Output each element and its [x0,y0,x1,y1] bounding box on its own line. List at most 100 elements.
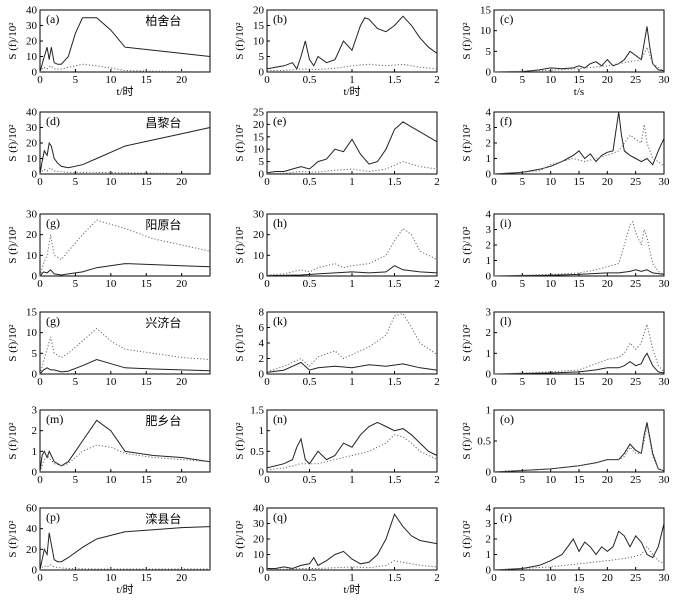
x-tick-label: 5 [520,176,526,188]
x-tick-label: 20 [602,376,614,388]
x-tick-label: 10 [105,572,117,584]
x-tick-label: 15 [141,376,153,388]
panel-label: (p) [46,510,60,524]
plot-frame [39,9,211,73]
series-dotted-line [266,313,438,373]
x-axis-label: t/时 [116,583,133,596]
panel-label: (e) [273,114,286,128]
y-tick-label: 0 [32,565,38,577]
y-tick-label: 5 [486,46,492,58]
y-tick-label: 4 [486,107,492,119]
y-tick-label: 2 [486,138,492,150]
x-tick-label: 0.5 [303,474,317,486]
panel-r: 0 5 10 15 20 25 30 0 1 2 3 4 (r) S (f)/10² t/s [461,503,670,597]
panel-p: 0 5 10 15 20 0 20 40 60 (p) 滦县台 S (f)/10² t/时 [7,503,211,596]
series-solid-line [39,263,211,277]
panel-k: 0 0.5 1 1.5 2 0 2 4 6 8 (k) S (f)/10² [234,307,440,389]
y-tick-label: 8 [259,307,265,319]
x-tick-label: 2 [434,74,440,86]
x-tick-label: 10 [105,74,117,86]
x-tick-label: 1 [349,176,355,188]
panel-label: (g) [46,216,60,230]
y-axis-label: S (f)/10² [7,324,19,362]
x-tick-label: 2 [434,278,440,290]
panel-label: (n) [273,412,287,426]
y-axis-label: S (f)/10² [461,124,473,162]
x-tick-label: 25 [630,376,642,388]
y-tick-label: 20 [26,229,38,241]
x-tick-label: 20 [176,74,188,86]
station-name: 兴济台 [145,315,181,330]
x-tick-label: 1.5 [388,278,402,290]
series-dotted-line [39,63,211,73]
x-tick-label: 0 [264,572,270,584]
y-tick-label: 1 [486,405,492,417]
y-tick-label: 10 [253,549,265,561]
series-dotted-line [266,434,438,471]
y-tick-label: 4 [486,209,492,221]
panel-label: (c) [500,12,513,26]
plot-frame [493,409,665,473]
series-dotted-line [493,124,665,175]
x-tick-label: 1.5 [388,74,402,86]
x-tick-label: 20 [176,278,188,290]
panel-label: (o) [500,412,514,426]
y-tick-label: 0 [259,169,265,181]
x-tick-label: 10 [105,376,117,388]
x-tick-label: 25 [630,278,642,290]
plot-frame [493,111,665,175]
y-tick-label: 30 [26,209,38,221]
series-dotted-line [39,219,211,277]
x-tick-label: 0 [491,74,497,86]
series-solid-line [266,265,438,277]
y-tick-label: 0.5 [477,436,491,448]
x-tick-label: 10 [105,176,117,188]
x-tick-label: 5 [520,278,526,290]
y-tick-label: 20 [26,544,38,556]
series-solid-line [493,422,665,473]
y-tick-label: 2 [486,534,492,546]
y-tick-label: 0 [32,271,38,283]
plot-frame [39,111,211,175]
x-tick-label: 25 [630,572,642,584]
y-tick-label: 0 [32,467,38,479]
series-solid-line [493,26,665,73]
y-tick-label: 5 [259,51,265,63]
x-tick-label: 5 [73,176,79,188]
y-axis-label: S (f)/10² [461,520,473,558]
y-tick-label: 1 [486,549,492,561]
panel-label: (l) [500,314,511,328]
y-tick-label: 0 [486,169,492,181]
x-tick-label: 15 [141,278,153,290]
x-tick-label: 30 [659,74,671,86]
x-tick-label: 0 [37,278,43,290]
y-tick-label: 5 [32,348,38,360]
plot-frame [266,409,438,473]
y-tick-label: 10 [26,51,38,63]
y-tick-label: 30 [253,518,265,530]
plot-frame [266,111,438,175]
y-axis-label: S (f)/10² [7,124,19,162]
x-tick-label: 0.5 [303,376,317,388]
y-tick-label: 2 [259,353,265,365]
panel-m: 0 5 10 15 20 0 1 2 3 (m) 肥乡台 S (f)/10² [7,405,211,486]
plot-frame [493,9,665,73]
x-axis-label: t/时 [116,85,133,98]
panel-label: (k) [273,314,287,328]
y-tick-label: 4 [259,338,265,350]
x-tick-label: 10 [545,572,557,584]
y-tick-label: 1 [32,446,38,458]
y-axis-label: S (f)/10² [461,226,473,264]
y-tick-label: 30 [26,122,38,134]
x-tick-label: 30 [659,278,671,290]
panel-label: (h) [273,216,287,230]
panel-g2: 0 5 10 15 20 0 5 10 15 (g) 兴济台 S (f)/10² [7,307,211,388]
x-tick-label: 0 [37,376,43,388]
panel-l: 0 5 10 15 20 25 30 0 1 2 3 (l) S (f)/10² [461,307,670,389]
series-solid-line [39,17,211,73]
x-tick-label: 20 [176,176,188,188]
x-tick-label: 1.5 [388,474,402,486]
